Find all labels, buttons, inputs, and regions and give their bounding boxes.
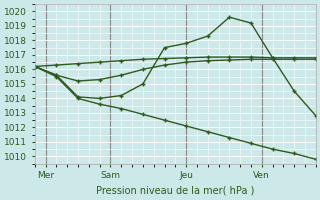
X-axis label: Pression niveau de la mer( hPa ): Pression niveau de la mer( hPa ) xyxy=(96,186,254,196)
